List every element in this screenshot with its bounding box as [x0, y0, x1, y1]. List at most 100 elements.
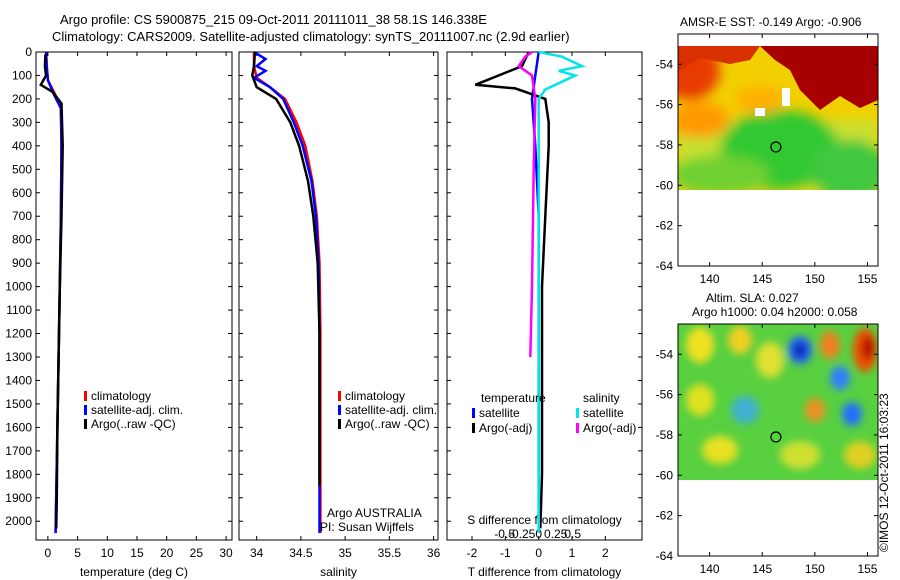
top-tick-label: 0.5: [564, 527, 581, 541]
x-tick-label: 36: [427, 546, 441, 560]
map-frame: [677, 33, 879, 267]
legend-entry: Argo(..raw -QC): [345, 417, 430, 431]
x-tick-label: 35: [338, 546, 352, 560]
salinity-panel: 34 34.5 35 35.5 36 salinity climatologysatelli…: [238, 50, 441, 579]
y-tick-label: 700: [12, 209, 32, 223]
legend-entry: climatology: [345, 389, 405, 403]
legend-swatch: [472, 423, 475, 433]
legend-entry: satellite-adj. clim.: [345, 403, 437, 417]
plot-frame: [35, 51, 233, 541]
map-frame: [677, 323, 879, 557]
top-tick-label: -0.5: [494, 527, 515, 541]
x-tick-label: 34: [250, 546, 264, 560]
map-x-tick-label: 150: [805, 562, 825, 576]
y-tick-label: 1500: [5, 397, 32, 411]
map-subtitle: Argo h1000: 0.04 h2000: 0.058: [692, 305, 858, 319]
map-x-tick-label: 155: [857, 272, 877, 286]
top-tick-label: -0.25: [508, 527, 536, 541]
top-tick-label: 0.25: [544, 527, 568, 541]
x-tick-label: 34.5: [289, 546, 313, 560]
y-tick-label: 400: [12, 139, 32, 153]
x-tick-label: 5: [74, 546, 81, 560]
map-y-tick-label: -54: [656, 57, 674, 71]
y-tick-label: 1400: [5, 373, 32, 387]
map-title: Altim. SLA: 0.027: [706, 291, 799, 305]
y-tick-label: 0: [25, 45, 32, 59]
legend-entry: Argo(-adj): [479, 421, 532, 435]
legend-swatch: [84, 391, 87, 401]
x-tick-label: 10: [101, 546, 115, 560]
map-y-tick-label: -64: [656, 549, 674, 563]
x-axis-label: temperature (deg C): [80, 565, 188, 579]
map-y-tick-label: -58: [656, 138, 674, 152]
legend-swatch: [576, 408, 579, 418]
legend-swatch: [84, 405, 87, 415]
legend-entry: satellite: [479, 406, 520, 420]
map-x-tick-label: 145: [752, 272, 772, 286]
map-x-tick-label: 150: [805, 272, 825, 286]
map-y-tick-label: -56: [656, 98, 674, 112]
legend-swatch: [576, 423, 579, 433]
argo-position-marker: [770, 431, 782, 443]
x-tick-label: 1: [569, 546, 576, 560]
map-x-tick-label: 145: [752, 562, 772, 576]
y-tick-label: 200: [12, 92, 32, 106]
x-tick-label: 0: [535, 546, 542, 560]
legend-group-title: salinity: [583, 391, 620, 405]
x-tick-label: 25: [190, 546, 204, 560]
series-line: [537, 50, 586, 533]
sla-map-image: [678, 324, 878, 480]
y-tick-label: 800: [12, 233, 32, 247]
series-line: [474, 51, 550, 529]
figure-title-line1: Argo profile: CS 5900875_215 09-Oct-2011…: [60, 12, 487, 27]
series-line: [252, 52, 322, 533]
y-tick-label: 1100: [6, 303, 32, 317]
x-tick-label: 0: [45, 546, 52, 560]
legend-swatch: [472, 408, 475, 418]
argo-position-marker: [770, 141, 782, 153]
y-tick-label: 2000: [5, 514, 32, 528]
difference-panel: -2 -1 0 1 2-0.5-0.25 0 0.250.5S difference fro…: [446, 50, 643, 579]
series-line: [39, 54, 64, 529]
map-y-tick-label: -58: [656, 428, 674, 442]
annotation-line: PI: Susan Wijffels: [320, 520, 414, 534]
legend-entry: Argo(..raw -QC): [91, 417, 176, 431]
x-tick-label: 30: [219, 546, 233, 560]
map-y-tick-label: -64: [656, 259, 674, 273]
y-tick-label: 1000: [5, 280, 32, 294]
y-tick-label: 1700: [5, 444, 32, 458]
map-x-tick-label: 155: [857, 562, 877, 576]
legend-swatch: [338, 405, 341, 415]
x-tick-label: 20: [160, 546, 174, 560]
map-y-tick-label: -62: [656, 219, 674, 233]
y-tick-label: 900: [12, 256, 32, 270]
plot-frame: [446, 51, 643, 541]
y-tick-label: 1600: [5, 420, 32, 434]
sst-map-image: [678, 46, 878, 190]
x-axis-label-secondary: S difference from climatology: [467, 513, 622, 527]
legend-group-title: temperature: [481, 391, 546, 405]
y-tick-label: 300: [12, 115, 32, 129]
map-y-tick-label: -54: [656, 347, 674, 361]
legend-swatch: [84, 419, 87, 429]
series-line: [251, 51, 321, 486]
y-tick-label: 600: [12, 186, 32, 200]
series-line: [516, 50, 537, 358]
x-axis-label: T difference from climatology: [468, 565, 622, 579]
plot-frame: [238, 51, 439, 541]
legend-entry: satellite: [583, 406, 624, 420]
temperature-panel: 0100200300400500600700800900100011001200…: [5, 45, 233, 579]
map-x-tick-label: 140: [700, 562, 720, 576]
x-axis-label: salinity: [320, 565, 357, 579]
x-tick-label: -2: [467, 546, 478, 560]
y-tick-label: 500: [12, 162, 32, 176]
map-x-tick-label: 140: [700, 272, 720, 286]
series-line: [251, 50, 321, 533]
credit-text: ©IMOS 12-Oct-2011 16:03:23: [877, 393, 891, 552]
map-title: AMSR-E SST: -0.149 Argo: -0.906: [680, 15, 862, 29]
legend-entry: satellite-adj. clim.: [91, 403, 183, 417]
x-tick-label: 35.5: [378, 546, 402, 560]
map-y-tick-label: -62: [656, 509, 674, 523]
x-tick-label: 15: [130, 546, 144, 560]
